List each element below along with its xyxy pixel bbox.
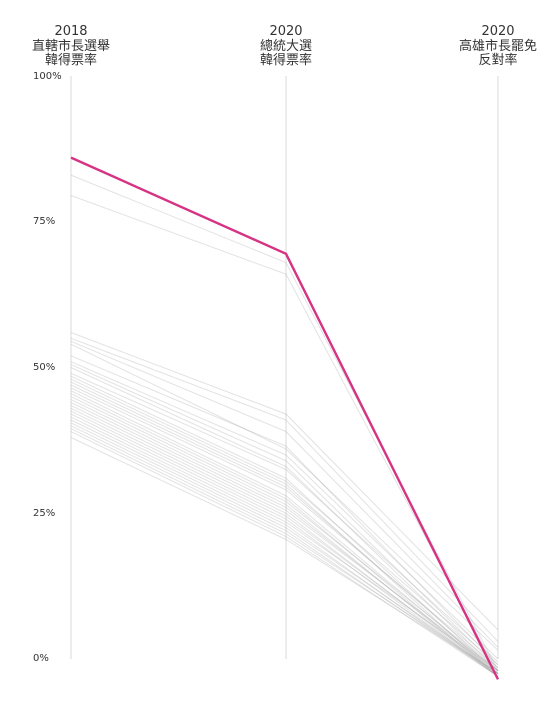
series-line <box>70 416 499 672</box>
series-line <box>70 340 499 648</box>
series-line <box>70 428 499 675</box>
series-line <box>70 343 499 651</box>
column-2-line2: 韓得票率 <box>260 52 312 68</box>
series-line <box>70 174 499 671</box>
series-layer <box>70 174 499 677</box>
y-tick-label: 75% <box>33 216 55 227</box>
y-tick-label: 25% <box>33 508 55 519</box>
column-header-1: 2018 直轄市長選舉 韓得票率 <box>32 24 110 68</box>
column-2-line1: 總統大選 <box>260 38 312 54</box>
column-header-2: 2020 總統大選 韓得票率 <box>260 24 312 68</box>
series-line <box>70 361 499 660</box>
series-line <box>70 384 499 672</box>
series-line <box>70 390 499 674</box>
highlight-layer <box>70 156 500 680</box>
series-line <box>70 425 499 677</box>
series-line <box>70 413 499 677</box>
series-line <box>70 387 499 669</box>
column-1-year: 2018 <box>54 24 87 39</box>
series-line <box>70 367 499 672</box>
series-line <box>70 364 499 669</box>
y-tick-labels: 100% 75% 50% 25% 0% <box>33 71 62 664</box>
column-3-line2: 反對率 <box>478 52 517 68</box>
column-2-year: 2020 <box>269 24 302 39</box>
highlight-series-line <box>70 156 500 680</box>
series-line <box>70 337 499 642</box>
series-line <box>70 375 499 674</box>
series-line <box>70 419 499 677</box>
series-line <box>70 372 499 663</box>
column-1-line1: 直轄市長選舉 <box>32 38 110 54</box>
series-line <box>70 407 499 677</box>
series-line <box>70 422 499 675</box>
y-tick-label: 50% <box>33 362 55 373</box>
series-line <box>70 404 499 672</box>
series-line <box>70 195 499 674</box>
series-line <box>70 332 499 631</box>
series-line <box>70 399 499 677</box>
series-line <box>70 355 499 666</box>
column-1-line2: 韓得票率 <box>45 52 97 68</box>
y-tick-label: 100% <box>33 71 62 82</box>
column-3-year: 2020 <box>481 24 514 39</box>
y-tick-label: 0% <box>33 653 49 664</box>
series-line <box>70 431 499 677</box>
series-line <box>70 393 499 677</box>
series-line <box>70 396 499 672</box>
series-line <box>70 437 499 675</box>
series-line <box>70 410 499 675</box>
series-line <box>70 381 499 677</box>
column-3-line1: 高雄市長罷免 <box>459 38 537 54</box>
series-line <box>70 378 499 666</box>
series-line <box>70 402 499 674</box>
column-header-3: 2020 高雄市長罷免 反對率 <box>459 24 537 68</box>
